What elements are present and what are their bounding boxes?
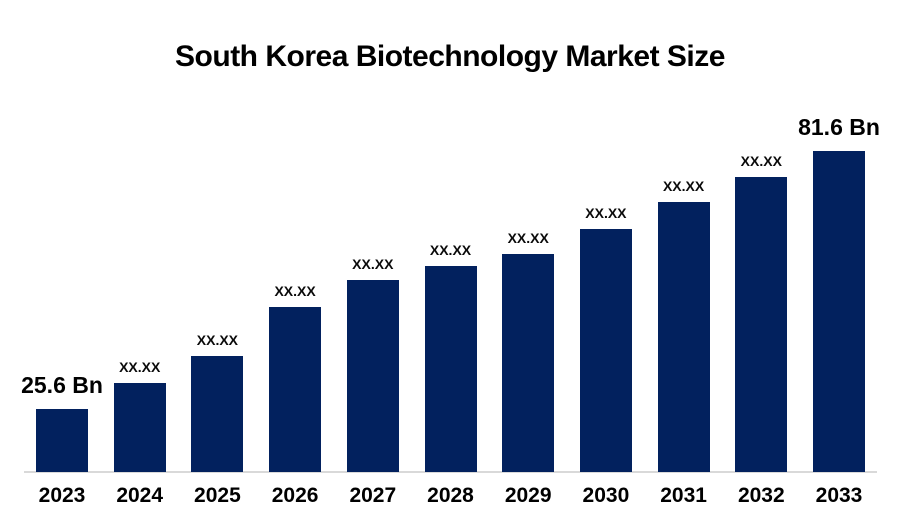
bar-column-2023: 25.6 Bn [21, 372, 103, 472]
bar-value-label-2032: XX.XX [740, 153, 782, 169]
bar-2030 [579, 229, 632, 472]
bar-value-label-2024: XX.XX [119, 359, 161, 375]
x-axis-label-2029: 2029 [504, 484, 552, 507]
bar-value-label-2033: 81.6 Bn [798, 114, 880, 140]
bar-2033 [813, 151, 865, 472]
x-axis-label-2032: 2032 [737, 484, 785, 507]
bar-column-2024: XX.XX [113, 359, 166, 472]
bar-column-2032: XX.XX [735, 153, 788, 472]
x-axis-label-2030: 2030 [582, 484, 630, 507]
bar-2026 [269, 307, 322, 472]
bar-2031 [657, 202, 710, 472]
bar-2024 [113, 383, 166, 472]
bar-column-2026: XX.XX [269, 283, 322, 472]
bar-value-label-2026: XX.XX [274, 283, 316, 299]
x-axis-label-2025: 2025 [194, 484, 241, 507]
bar-column-2031: XX.XX [657, 178, 710, 472]
bar-2032 [735, 177, 788, 472]
bar-value-label-2023: 25.6 Bn [21, 372, 103, 398]
x-axis-label-2026: 2026 [271, 484, 319, 507]
bar-value-label-2025: XX.XX [196, 332, 239, 348]
bar-2027 [346, 280, 399, 472]
bar-2023 [36, 409, 88, 472]
x-axis-label-2027: 2027 [349, 484, 397, 507]
x-axis-line [24, 471, 877, 473]
bar-value-label-2030: XX.XX [585, 205, 627, 221]
bar-column-2027: XX.XX [346, 256, 399, 472]
bar-column-2025: XX.XX [191, 332, 244, 472]
bar-column-2028: XX.XX [424, 242, 477, 472]
chart-title: South Korea Biotechnology Market Size [175, 40, 725, 74]
bar-2029 [502, 254, 555, 472]
x-axis-label-2028: 2028 [427, 484, 474, 507]
bar-column-2033: 81.6 Bn [798, 114, 880, 472]
bar-value-label-2027: XX.XX [352, 256, 394, 272]
x-axis-label-2023: 2023 [38, 484, 86, 507]
bar-column-2030: XX.XX [579, 205, 632, 472]
bar-2028 [424, 266, 477, 472]
bar-2025 [191, 356, 244, 472]
x-axis-label-2024: 2024 [116, 484, 164, 507]
bar-value-label-2029: XX.XX [507, 230, 549, 246]
bar-value-label-2028: XX.XX [429, 242, 472, 258]
x-axis-label-2031: 2031 [660, 484, 707, 507]
x-axis-label-2033: 2033 [815, 484, 863, 507]
bar-value-label-2031: XX.XX [662, 178, 705, 194]
bar-column-2029: XX.XX [502, 230, 555, 472]
